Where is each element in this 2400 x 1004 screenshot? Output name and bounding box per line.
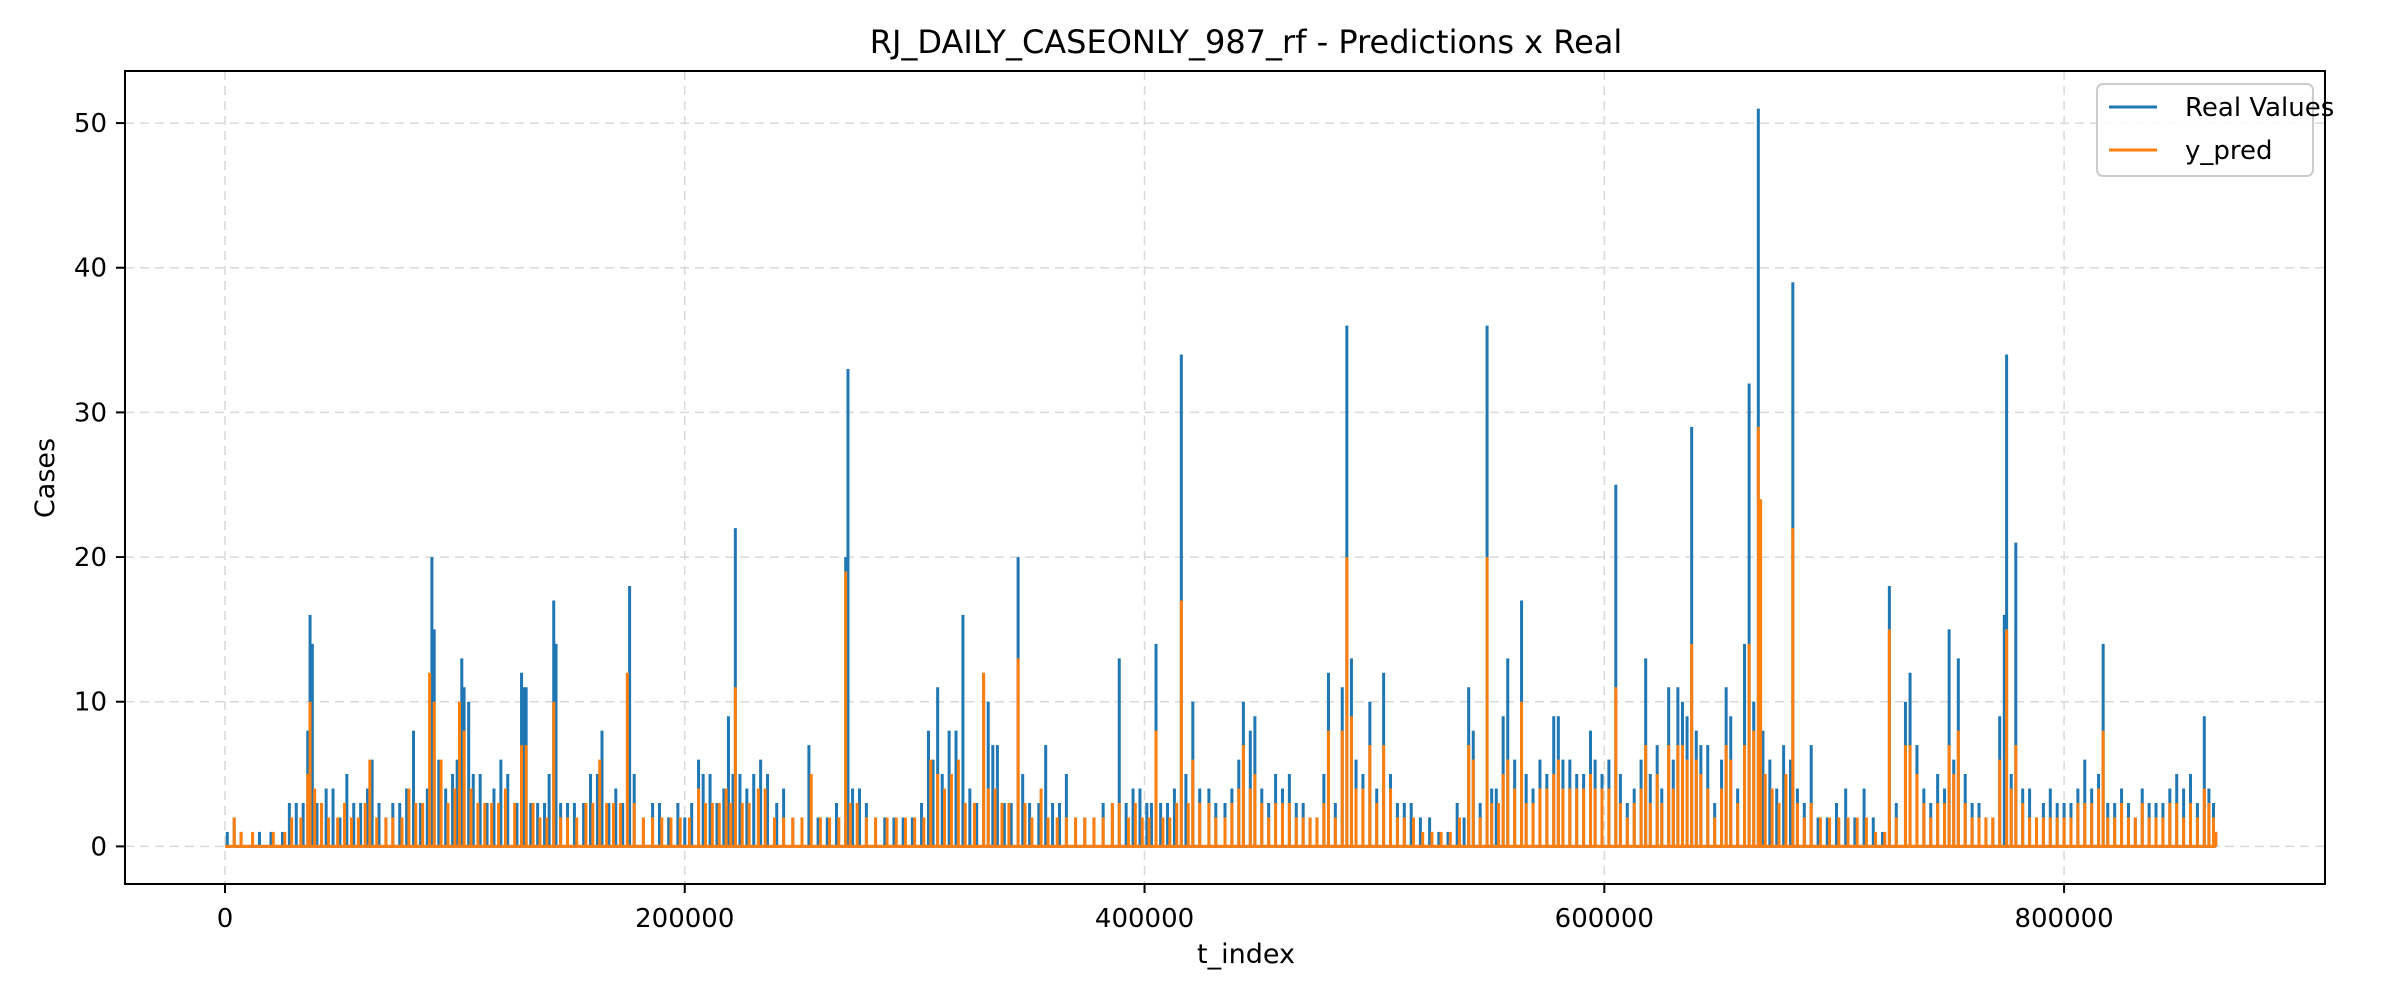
y-tick-label: 30 (74, 398, 107, 428)
x-tick-label: 200000 (635, 904, 734, 934)
chart-title: RJ_DAILY_CASEONLY_987_rf - Predictions x… (870, 23, 1623, 61)
legend-label-y-pred: y_pred (2185, 136, 2273, 166)
plot-frame (124, 70, 2326, 885)
x-tick-label: 800000 (2014, 904, 2113, 934)
plot-area (225, 108, 2218, 848)
y-axis: 0 10 20 30 40 50 (74, 109, 125, 862)
y-tick-label: 20 (74, 543, 107, 573)
y-tick-label: 40 (74, 254, 107, 284)
x-tick-label: 600000 (1555, 904, 1654, 934)
x-tick-label: 0 (217, 904, 234, 934)
x-axis-title: t_index (1197, 939, 1295, 970)
y-axis-title: Cases (30, 438, 61, 518)
y-tick-label: 0 (90, 832, 107, 862)
legend[interactable]: Real Values y_pred (2096, 83, 2334, 177)
x-tick-label: 400000 (1095, 904, 1194, 934)
series-y-pred (225, 426, 2218, 848)
legend-label-real-values: Real Values (2185, 93, 2334, 123)
y-tick-label: 50 (74, 109, 107, 139)
y-tick-label: 10 (74, 688, 107, 718)
x-axis: 0 200000 400000 600000 800000 (217, 884, 2114, 934)
